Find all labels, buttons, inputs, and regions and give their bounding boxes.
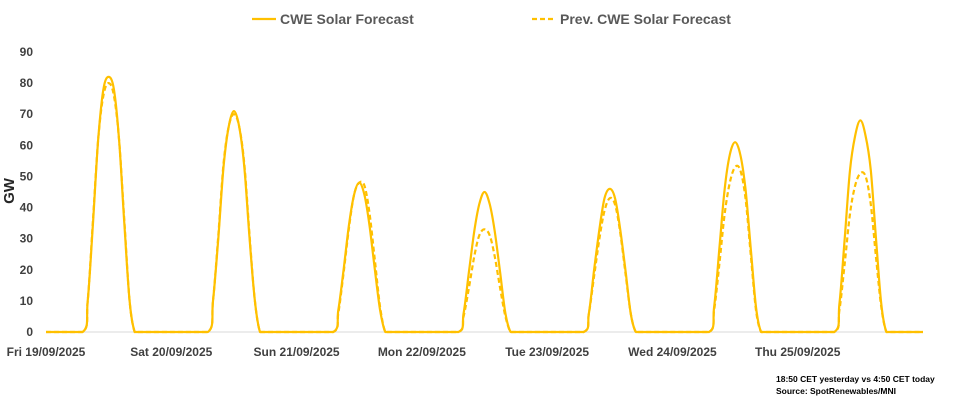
x-tick-label: Sun 21/09/2025 — [254, 345, 340, 359]
y-tick-label: 60 — [20, 138, 34, 152]
x-tick-label: Thu 25/09/2025 — [755, 345, 841, 359]
y-tick-label: 70 — [20, 107, 34, 121]
x-axis-ticks: Fri 19/09/2025 Sat 20/09/2025 Sun 21/09/20… — [7, 345, 841, 359]
series-line-current-forecast[interactable] — [46, 75, 923, 334]
series-layer — [46, 75, 923, 334]
y-tick-label: 20 — [20, 263, 34, 277]
source-note: Source: SpotRenewables/MNI — [776, 386, 896, 396]
y-tick-label: 10 — [20, 294, 34, 308]
x-tick-label: Wed 24/09/2025 — [628, 345, 717, 359]
legend-label-previous[interactable]: Prev. CWE Solar Forecast — [560, 11, 731, 27]
timestamp-note: 18:50 CET yesterday vs 4:50 CET today — [776, 374, 935, 384]
y-tick-label: 30 — [20, 232, 34, 246]
y-tick-label: 80 — [20, 76, 34, 90]
y-axis-label: GW — [1, 177, 18, 204]
x-tick-label: Mon 22/09/2025 — [378, 345, 466, 359]
legend: CWE Solar Forecast Prev. CWE Solar Forec… — [252, 11, 731, 27]
y-axis-ticks: 0 10 20 30 40 50 60 70 80 90 — [20, 45, 34, 339]
legend-label-current[interactable]: CWE Solar Forecast — [280, 11, 414, 27]
y-tick-label: 50 — [20, 169, 34, 183]
y-tick-label: 0 — [26, 325, 33, 339]
x-tick-label: Tue 23/09/2025 — [505, 345, 589, 359]
x-tick-label: Sat 20/09/2025 — [130, 345, 212, 359]
series-line-previous-forecast[interactable] — [46, 82, 923, 334]
y-tick-label: 40 — [20, 201, 34, 215]
x-tick-label: Fri 19/09/2025 — [7, 345, 86, 359]
y-tick-label: 90 — [20, 45, 34, 59]
